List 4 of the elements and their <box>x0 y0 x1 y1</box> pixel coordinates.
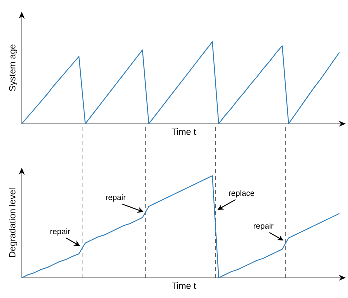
y-axis-title: Degradation level <box>9 188 18 258</box>
y-axis-title: System age <box>9 44 18 92</box>
x-axis-title: Time t <box>172 128 196 136</box>
x-axis-title: Time t <box>172 282 196 290</box>
